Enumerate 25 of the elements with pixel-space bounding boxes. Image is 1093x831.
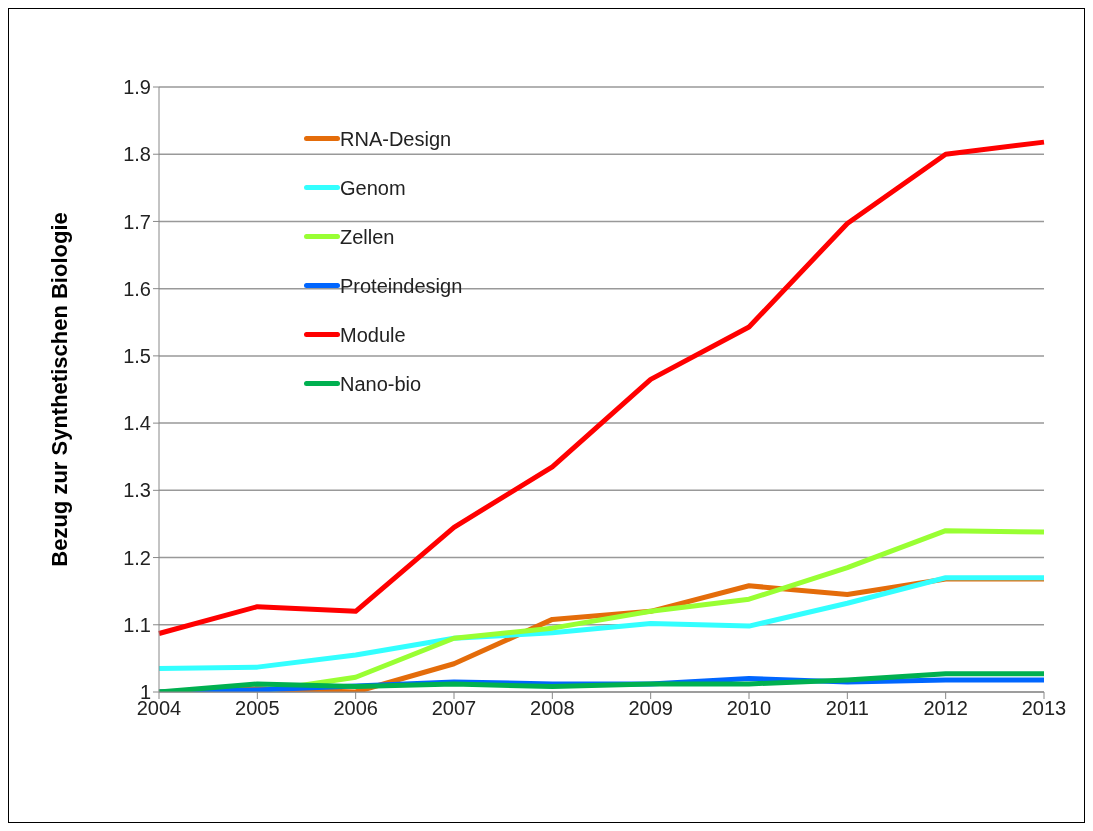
y-tick-label: 1.3 (123, 479, 151, 502)
y-tick-label: 1.2 (123, 546, 151, 569)
x-tick-label: 2009 (628, 697, 673, 720)
legend-label: Proteindesign (340, 273, 463, 299)
y-tick-label: 1.7 (123, 210, 151, 233)
x-tick-label: 2005 (235, 697, 280, 720)
legend-label: Zellen (340, 224, 395, 250)
y-axis-title: Bezug zur Synthetischen Biologie (46, 212, 72, 567)
y-tick-label: 1.5 (123, 344, 151, 367)
x-tick-label: 2011 (825, 697, 869, 720)
x-tick-label: 2007 (431, 697, 477, 720)
legend-label: Nano-bio (340, 371, 422, 397)
y-tick-label: 1.9 (123, 76, 151, 99)
y-tick-label: 1.8 (123, 143, 151, 166)
x-tick-label: 2008 (530, 697, 575, 720)
x-tick-label: 2006 (333, 697, 378, 720)
legend-label: RNA-Design (340, 126, 452, 152)
x-tick-label: 2012 (923, 697, 968, 720)
x-tick-label: 2010 (726, 697, 772, 720)
y-tick-label: 1.6 (123, 277, 151, 300)
x-tick-label: 2013 (1021, 697, 1067, 720)
y-tick-label: 1.1 (123, 613, 151, 636)
legend-label: Module (340, 322, 406, 348)
legend-label: Genom (340, 175, 406, 201)
y-tick-label: 1.4 (123, 412, 151, 435)
